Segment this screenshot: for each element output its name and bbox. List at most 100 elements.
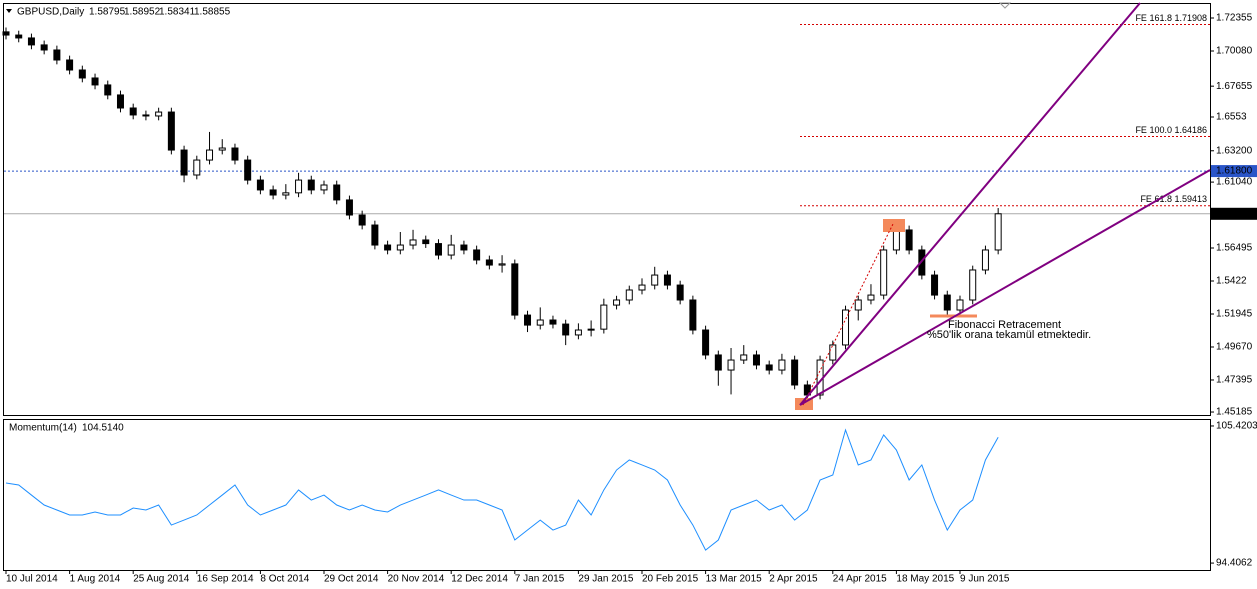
- reference-label-box: [1211, 165, 1257, 178]
- x-tick-label: 18 May 2015: [896, 574, 954, 585]
- candle-body: [269, 189, 277, 196]
- candle-body: [574, 329, 582, 336]
- candle-body: [600, 304, 608, 330]
- candle-body: [511, 263, 519, 316]
- candle-body: [905, 229, 913, 251]
- shift-marker: [998, 2, 1012, 9]
- candle-body: [244, 159, 252, 181]
- candle-body: [116, 94, 124, 109]
- candle-body: [727, 359, 735, 371]
- candle-body: [473, 249, 481, 261]
- candle-body: [231, 147, 239, 161]
- fib-level-label: FE 61.8 1.59413: [1140, 194, 1207, 204]
- header-high: 1.58952: [124, 7, 161, 18]
- candle-body: [791, 359, 799, 386]
- candle-body: [218, 147, 226, 151]
- candle-body: [714, 354, 722, 371]
- x-tick-label: 10 Jul 2014: [6, 574, 58, 585]
- x-tick-label: 16 Sep 2014: [197, 574, 254, 585]
- candle-body: [307, 179, 315, 191]
- candle-body: [91, 77, 99, 86]
- y-tick-label: 1.6553: [1216, 112, 1247, 123]
- candle-body: [78, 69, 86, 79]
- candle-body: [282, 192, 290, 196]
- y-tick-label: 1.56495: [1216, 243, 1253, 254]
- trend-line: [799, 169, 1211, 406]
- candle-body: [702, 329, 710, 356]
- x-tick-label: 13 Mar 2015: [706, 574, 763, 585]
- candle-body: [485, 259, 493, 266]
- candle-body: [167, 111, 175, 151]
- y-tick-label: 1.5422: [1216, 276, 1247, 287]
- x-tick-label: 29 Jan 2015: [578, 574, 633, 585]
- indicator-line: [5, 428, 999, 551]
- candle-body: [295, 179, 303, 194]
- fib-level-label: FE 100.0 1.64186: [1135, 125, 1207, 135]
- fib-level-label: FE 161.8 1.71908: [1135, 13, 1207, 23]
- candle-body: [587, 328, 595, 331]
- candle-body: [333, 184, 341, 201]
- current-price-box: [1211, 207, 1257, 220]
- candle-body: [931, 274, 939, 296]
- candle-body: [613, 299, 621, 306]
- y-tick-label: 94.4062: [1216, 558, 1253, 569]
- header-close: 1.58855: [194, 7, 231, 18]
- candle-body: [358, 214, 366, 226]
- y-tick-label: 105.4203: [1216, 421, 1257, 432]
- y-tick-label: 1.63200: [1216, 145, 1253, 156]
- candle-body: [676, 284, 684, 301]
- candle-body: [434, 243, 442, 256]
- candle-body: [854, 299, 862, 311]
- header-open: 1.58795: [89, 7, 126, 18]
- candle-body: [384, 244, 392, 251]
- candle-body: [689, 299, 697, 331]
- symbol-title: GBPUSD,Daily: [17, 7, 84, 18]
- y-tick-label: 1.70080: [1216, 46, 1253, 57]
- candle-body: [524, 314, 532, 326]
- candle-body: [66, 59, 74, 71]
- candle-body: [842, 309, 850, 346]
- candle-body: [752, 354, 760, 366]
- indicator-title: Momentum(14): [9, 423, 77, 434]
- y-tick-label: 1.49670: [1216, 342, 1253, 353]
- y-tick-label: 1.61040: [1216, 177, 1253, 188]
- candle-body: [193, 159, 201, 176]
- current-price-label: 1.58855: [1216, 208, 1253, 219]
- annotation: %50'lik orana tekamül etmektedir.: [927, 329, 1091, 341]
- x-tick-label: 9 Jun 2015: [960, 574, 1010, 585]
- x-tick-label: 20 Feb 2015: [642, 574, 699, 585]
- candle-body: [345, 199, 353, 216]
- swing-line: [802, 223, 894, 406]
- x-tick-label: 24 Apr 2015: [833, 574, 887, 585]
- candle-body: [498, 263, 506, 266]
- candle-body: [422, 239, 430, 245]
- candle-body: [320, 184, 328, 191]
- candle-body: [15, 34, 23, 39]
- candle-body: [778, 359, 786, 371]
- candle-body: [536, 319, 544, 326]
- candle-body: [460, 244, 468, 251]
- high-marker: [883, 219, 905, 232]
- candle-body: [371, 224, 379, 246]
- x-tick-label: 20 Nov 2014: [388, 574, 445, 585]
- menu-arrow[interactable]: [6, 9, 12, 13]
- candle-body: [880, 249, 888, 296]
- candle-body: [256, 179, 264, 191]
- x-tick-label: 12 Dec 2014: [451, 574, 508, 585]
- y-tick-label: 1.47395: [1216, 375, 1253, 386]
- candle-body: [53, 49, 61, 61]
- candle-body: [651, 274, 659, 286]
- candle-body: [2, 31, 10, 36]
- candle-body: [765, 364, 773, 371]
- y-tick-label: 1.51945: [1216, 309, 1253, 320]
- candle-body: [27, 37, 35, 46]
- candle-body: [740, 354, 748, 361]
- header-low: 1.58341: [159, 7, 196, 18]
- trend-line: [799, 2, 1141, 406]
- candle-body: [129, 107, 137, 116]
- price-panel: [3, 3, 1211, 416]
- candle-body: [981, 249, 989, 271]
- candle-body: [867, 294, 875, 301]
- y-tick-label: 1.45185: [1216, 407, 1253, 418]
- x-tick-label: 8 Oct 2014: [260, 574, 309, 585]
